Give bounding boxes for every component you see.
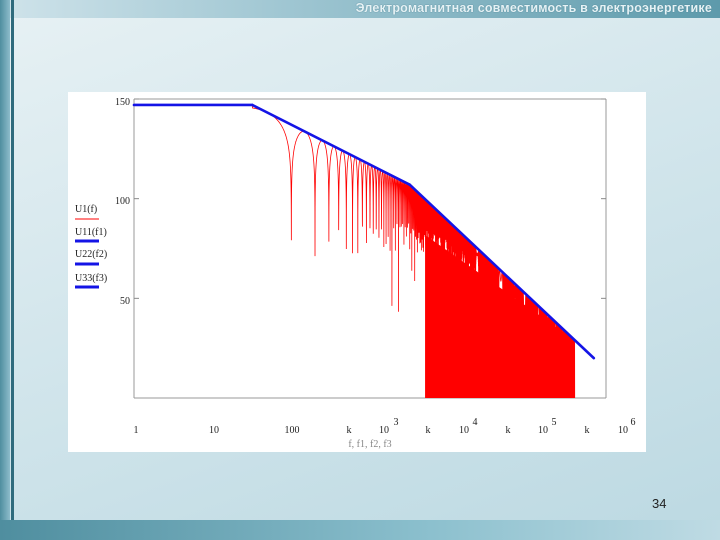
y-axis-labels: 150 100 50: [115, 97, 130, 307]
legend-label-u33: U33(f3): [75, 273, 107, 284]
x-tick-exponent: 3: [394, 417, 399, 428]
x-tick-label: 1: [134, 425, 139, 436]
header-bar: Электромагнитная совместимость в электро…: [0, 0, 720, 18]
x-tick-label: 10: [209, 425, 219, 436]
envelope-u33f3: [408, 183, 596, 360]
x-tick-exponent: 5: [552, 417, 557, 428]
x-tick-label: k: [347, 425, 352, 436]
series-u1-spectrum: [188, 104, 576, 399]
y-tick-label: 100: [115, 196, 130, 207]
legend: U1(f) U11(f1) U22(f2) U33(f3): [75, 204, 107, 289]
legend-label-u22: U22(f2): [75, 249, 107, 260]
series-envelope: [132, 103, 596, 360]
x-tick-label: 10: [618, 425, 628, 436]
page-number: 34: [652, 496, 667, 511]
x-tick-label: k: [585, 425, 590, 436]
legend-label-u1: U1(f): [75, 204, 97, 215]
y-tick-label: 150: [115, 97, 130, 108]
u1-spectrum-fill: [425, 235, 575, 398]
y-tick-marks: [134, 98, 606, 299]
left-accent-bar: [0, 0, 10, 540]
x-tick-exponent: 4: [473, 417, 478, 428]
footer-bar: [0, 520, 720, 540]
slide-title: Электромагнитная совместимость в электро…: [355, 1, 712, 15]
x-tick-exponent: 6: [631, 417, 636, 428]
x-axis-label: f, f1, f2, f3: [348, 439, 391, 450]
envelope-u22f2: [251, 103, 412, 187]
x-tick-label: 10: [538, 425, 548, 436]
legend-label-u11: U11(f1): [75, 227, 107, 238]
x-tick-label: k: [506, 425, 511, 436]
x-tick-label: k: [426, 425, 431, 436]
x-tick-label: 10: [379, 425, 389, 436]
x-axis-labels: 1 10 100 k 10 3 k 10 4 k 10 5 k 10 6: [134, 417, 636, 436]
x-tick-label: 100: [285, 425, 300, 436]
x-tick-label: 10: [459, 425, 469, 436]
left-accent-line: [11, 0, 14, 540]
y-tick-label: 50: [120, 296, 130, 307]
